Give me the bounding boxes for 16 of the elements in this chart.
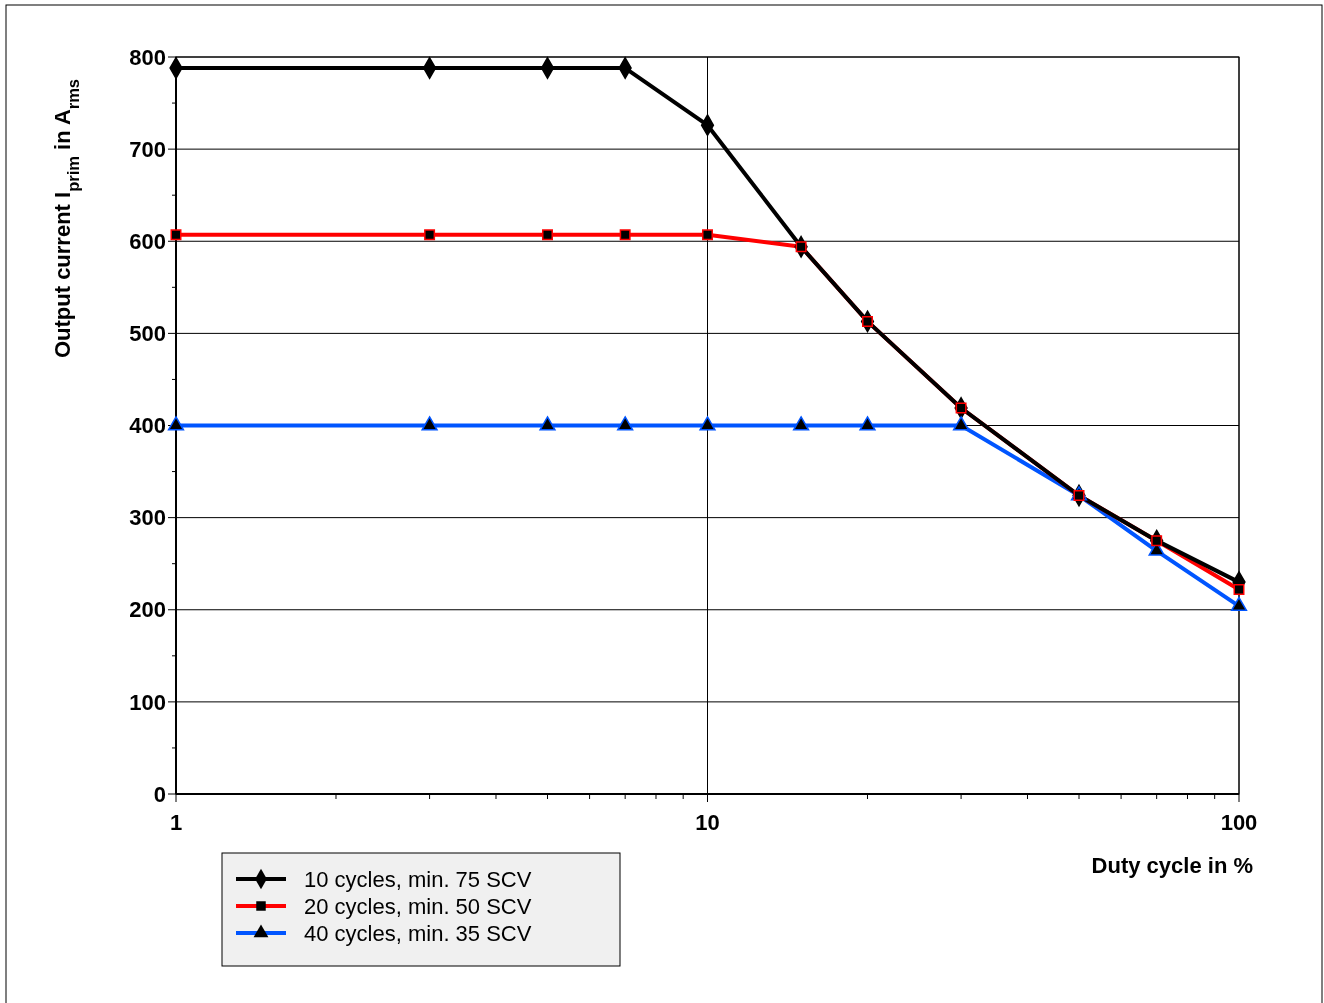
legend-label: 40 cycles, min. 35 SCV bbox=[304, 920, 532, 946]
legend-label: 20 cycles, min. 50 SCV bbox=[304, 893, 532, 919]
y-tick-label: 300 bbox=[129, 505, 166, 531]
y-tick-label: 100 bbox=[129, 689, 166, 715]
x-tick-label: 10 bbox=[695, 810, 720, 835]
legend-label: 10 cycles, min. 75 SCV bbox=[304, 866, 532, 892]
x-axis-title: Duty cycle in % bbox=[1091, 853, 1253, 878]
y-tick-label: 0 bbox=[153, 781, 166, 807]
x-tick-label: 100 bbox=[1220, 810, 1258, 835]
y-tick-label: 600 bbox=[129, 228, 166, 254]
y-tick-label: 700 bbox=[129, 136, 166, 162]
y-tick-label: 800 bbox=[129, 44, 166, 70]
y-tick-label: 400 bbox=[129, 413, 166, 439]
y-tick-label: 500 bbox=[129, 321, 166, 347]
y-tick-label: 200 bbox=[129, 597, 166, 623]
x-tick-label: 1 bbox=[169, 810, 183, 835]
